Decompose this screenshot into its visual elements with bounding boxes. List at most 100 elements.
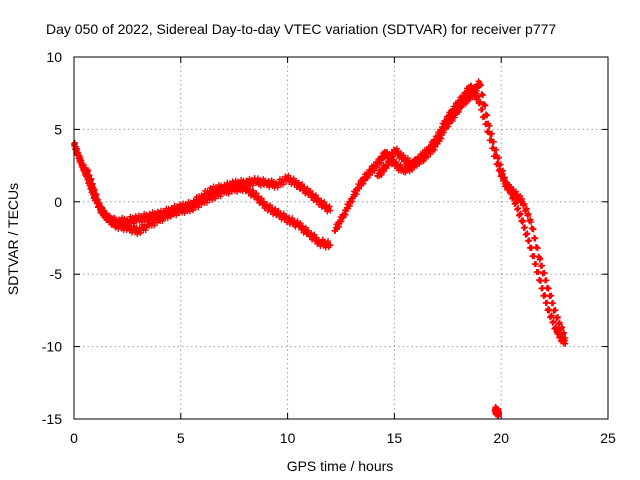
data-point — [190, 207, 197, 214]
data-point — [318, 197, 325, 204]
data-point — [88, 175, 95, 182]
data-point — [525, 210, 532, 217]
data-point — [255, 193, 262, 200]
data-point — [508, 188, 515, 195]
data-point — [91, 186, 98, 193]
data-point — [484, 112, 491, 119]
data-point — [486, 122, 493, 129]
sdtvar-trace-1 — [71, 139, 334, 229]
data-point — [550, 299, 557, 306]
sdtvar-trace-2 — [83, 166, 334, 251]
data-point — [524, 230, 531, 237]
data-point — [159, 217, 166, 224]
data-series — [71, 78, 569, 420]
data-point — [515, 205, 522, 212]
data-point — [543, 277, 550, 284]
grid-lines — [74, 57, 608, 419]
data-point — [326, 203, 333, 210]
data-point — [312, 192, 319, 199]
plot-frame — [73, 56, 609, 420]
sdtvar-trace-4 — [374, 78, 569, 347]
data-point — [517, 210, 524, 217]
data-point — [292, 177, 299, 184]
data-point — [244, 183, 251, 190]
data-point — [490, 138, 497, 145]
data-point — [294, 218, 301, 225]
data-point — [556, 319, 563, 326]
data-point — [559, 333, 566, 340]
data-point — [154, 219, 161, 226]
data-point — [482, 102, 489, 109]
data-point — [496, 410, 503, 417]
data-point — [296, 179, 303, 186]
data-point — [258, 195, 265, 202]
data-point — [313, 234, 320, 241]
data-point — [543, 299, 550, 306]
data-point — [74, 145, 81, 152]
x-tick-label: 20 — [493, 430, 509, 446]
data-point — [548, 292, 555, 299]
data-point — [511, 195, 518, 202]
data-point — [528, 219, 535, 226]
data-point — [304, 185, 311, 192]
x-tick-label: 5 — [177, 430, 185, 446]
data-point — [134, 231, 141, 238]
data-point — [71, 139, 78, 146]
x-tick-labels: 0 5 10 15 20 25 — [70, 430, 616, 446]
data-point — [283, 213, 290, 220]
data-point — [301, 184, 308, 191]
data-point — [94, 196, 101, 203]
y-tick-label: -10 — [42, 339, 62, 355]
y-tick-label: 5 — [54, 121, 62, 137]
data-point — [559, 324, 566, 331]
data-point — [532, 261, 539, 268]
data-point — [253, 190, 260, 197]
data-point — [86, 172, 93, 179]
x-tick-label: 0 — [70, 430, 78, 446]
data-point — [274, 184, 281, 191]
data-point — [85, 167, 92, 174]
data-point — [532, 235, 539, 242]
data-point — [247, 186, 254, 193]
data-point — [198, 201, 205, 208]
data-point — [477, 98, 484, 105]
data-point — [327, 207, 334, 214]
data-point — [99, 204, 106, 211]
data-point — [537, 255, 544, 262]
data-point — [504, 179, 511, 186]
data-point — [542, 292, 549, 299]
data-point — [93, 190, 100, 197]
data-point — [307, 187, 314, 194]
data-point — [479, 92, 486, 99]
data-point — [479, 106, 486, 113]
data-point — [506, 183, 513, 190]
data-point — [497, 161, 504, 168]
data-point — [142, 227, 149, 234]
data-point — [308, 230, 315, 237]
data-point — [321, 199, 328, 206]
data-point — [489, 130, 496, 137]
data-point — [323, 202, 330, 209]
data-point — [530, 226, 537, 233]
data-point — [325, 238, 332, 245]
x-axis-label: GPS time / hours — [287, 458, 394, 474]
data-point — [297, 220, 304, 227]
sdtvar-outlier — [491, 404, 503, 420]
data-point — [137, 229, 144, 236]
data-point — [534, 245, 541, 252]
data-point — [553, 323, 560, 330]
data-point — [311, 231, 318, 238]
y-tick-label: 0 — [54, 194, 62, 210]
data-point — [517, 192, 524, 199]
data-point — [552, 307, 559, 314]
x-tick-label: 10 — [280, 430, 296, 446]
data-point — [309, 190, 316, 197]
data-point — [554, 314, 561, 321]
data-point — [209, 196, 216, 203]
data-point — [493, 146, 500, 153]
chart-title: Day 050 of 2022, Sidereal Day-to-day VTE… — [46, 21, 556, 37]
data-point — [250, 187, 257, 194]
y-tick-label: -15 — [42, 411, 62, 427]
